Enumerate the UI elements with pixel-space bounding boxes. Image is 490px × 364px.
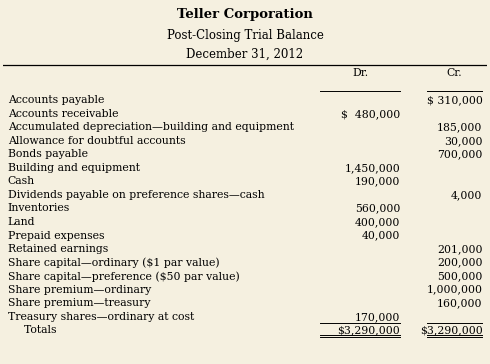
Text: 40,000: 40,000	[362, 230, 400, 241]
Text: Accounts receivable: Accounts receivable	[8, 109, 118, 119]
Text: Building and equipment: Building and equipment	[8, 163, 140, 173]
Text: Cash: Cash	[8, 177, 35, 186]
Text: 190,000: 190,000	[355, 177, 400, 186]
Text: Treasury shares—ordinary at cost: Treasury shares—ordinary at cost	[8, 312, 194, 322]
Text: Share premium—ordinary: Share premium—ordinary	[8, 285, 151, 295]
Text: 560,000: 560,000	[355, 203, 400, 214]
Text: Cr.: Cr.	[447, 68, 463, 78]
Text: 700,000: 700,000	[437, 149, 482, 159]
Text: 201,000: 201,000	[437, 244, 482, 254]
Text: Share capital—preference ($50 par value): Share capital—preference ($50 par value)	[8, 271, 240, 282]
Text: 200,000: 200,000	[437, 258, 482, 268]
Text: Allowance for doubtful accounts: Allowance for doubtful accounts	[8, 136, 185, 146]
Text: December 31, 2012: December 31, 2012	[186, 48, 304, 60]
Text: Dividends payable on preference shares—cash: Dividends payable on preference shares—c…	[8, 190, 264, 200]
Text: Dr.: Dr.	[352, 68, 368, 78]
Text: $3,290,000: $3,290,000	[337, 325, 400, 335]
Text: Accounts payable: Accounts payable	[8, 95, 104, 105]
Text: Accumulated depreciation—building and equipment: Accumulated depreciation—building and eq…	[8, 122, 294, 132]
Text: 170,000: 170,000	[355, 312, 400, 322]
Text: 500,000: 500,000	[437, 271, 482, 281]
Text: Post-Closing Trial Balance: Post-Closing Trial Balance	[167, 29, 323, 41]
Text: 1,450,000: 1,450,000	[344, 163, 400, 173]
Text: Inventories: Inventories	[8, 203, 70, 214]
Text: 30,000: 30,000	[444, 136, 482, 146]
Text: 400,000: 400,000	[355, 217, 400, 227]
Text: Prepaid expenses: Prepaid expenses	[8, 230, 104, 241]
Text: Totals: Totals	[17, 325, 57, 335]
Text: 1,000,000: 1,000,000	[426, 285, 482, 295]
Text: Bonds payable: Bonds payable	[8, 149, 88, 159]
Text: Share premium—treasury: Share premium—treasury	[8, 298, 150, 308]
Text: $3,290,000: $3,290,000	[419, 325, 482, 335]
Text: $  480,000: $ 480,000	[341, 109, 400, 119]
Text: 4,000: 4,000	[451, 190, 482, 200]
Text: Retained earnings: Retained earnings	[8, 244, 108, 254]
Text: Teller Corporation: Teller Corporation	[177, 8, 313, 21]
Text: $ 310,000: $ 310,000	[426, 95, 482, 105]
Text: 160,000: 160,000	[437, 298, 482, 308]
Text: 185,000: 185,000	[437, 122, 482, 132]
Text: Share capital—ordinary ($1 par value): Share capital—ordinary ($1 par value)	[8, 258, 219, 268]
Text: Land: Land	[8, 217, 35, 227]
